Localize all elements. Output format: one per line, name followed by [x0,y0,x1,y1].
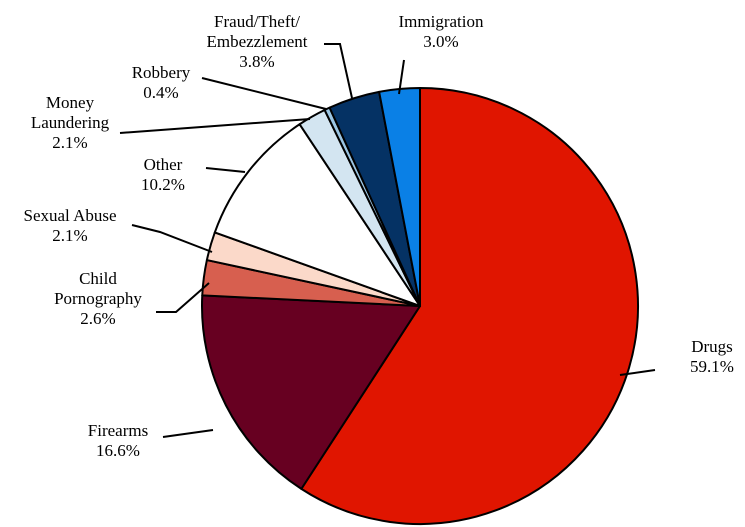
leader-line-money-laundering [119,118,311,134]
slice-value-firearms: 16.6% [96,441,140,460]
slice-name-other: Other [144,155,183,174]
slice-firearms [201,294,421,490]
slice-name-sexual-abuse: Sexual Abuse [23,206,116,225]
slice-name-fraud-theft-embezzlement: Fraud/Theft/ [214,12,300,31]
slice-label-sexual-abuse: Sexual Abuse 2.1% [23,206,116,245]
slice-name-robbery: Robbery [132,63,191,82]
slice-label-firearms: Firearms 16.6% [88,421,148,460]
slice-value-immigration: 3.0% [423,32,458,51]
slice-name-money-laundering: Laundering [31,113,110,132]
slice-value-robbery: 0.4% [143,83,178,102]
slice-label-immigration: Immigration 3.0% [399,12,484,51]
slice-label-other: Other 10.2% [141,155,185,194]
slice-name-money-laundering: Money [46,93,95,112]
pie-slices [201,87,639,525]
slice-name-child-pornography: Child [79,269,117,288]
slice-value-money-laundering: 2.1% [52,133,87,152]
leader-line-drugs [619,369,656,376]
leader-line-immigration [398,59,405,95]
leader-line-fraud-theft-embezzlement [324,43,353,99]
leader-line-firearms [162,429,214,438]
slice-name-child-pornography: Pornography [54,289,142,308]
leader-line-child-pornography [156,282,210,313]
slice-label-child-pornography: Child Pornography 2.6% [54,269,142,328]
slice-value-fraud-theft-embezzlement: 3.8% [239,52,274,71]
leader-lines [119,43,656,438]
slice-name-drugs: Drugs [691,337,733,356]
slice-label-robbery: Robbery 0.4% [132,63,191,102]
slice-name-firearms: Firearms [88,421,148,440]
slice-drugs [300,87,639,525]
leader-line-robbery [201,77,327,110]
leader-line-sexual-abuse [131,224,213,253]
slice-value-other: 10.2% [141,175,185,194]
slice-label-fraud-theft-embezzlement: Fraud/Theft/Embezzlement 3.8% [206,12,307,71]
slice-labels: Drugs 59.1%Firearms 16.6%Child Pornography 2… [23,12,733,460]
slice-label-drugs: Drugs 59.1% [690,337,734,376]
slice-other [213,123,421,307]
slice-value-drugs: 59.1% [690,357,734,376]
slice-name-fraud-theft-embezzlement: Embezzlement [206,32,307,51]
slice-label-money-laundering: Money Laundering 2.1% [31,93,110,152]
slice-name-immigration: Immigration [399,12,484,31]
slice-value-child-pornography: 2.6% [80,309,115,328]
slice-value-sexual-abuse: 2.1% [52,226,87,245]
leader-line-other [205,167,246,173]
